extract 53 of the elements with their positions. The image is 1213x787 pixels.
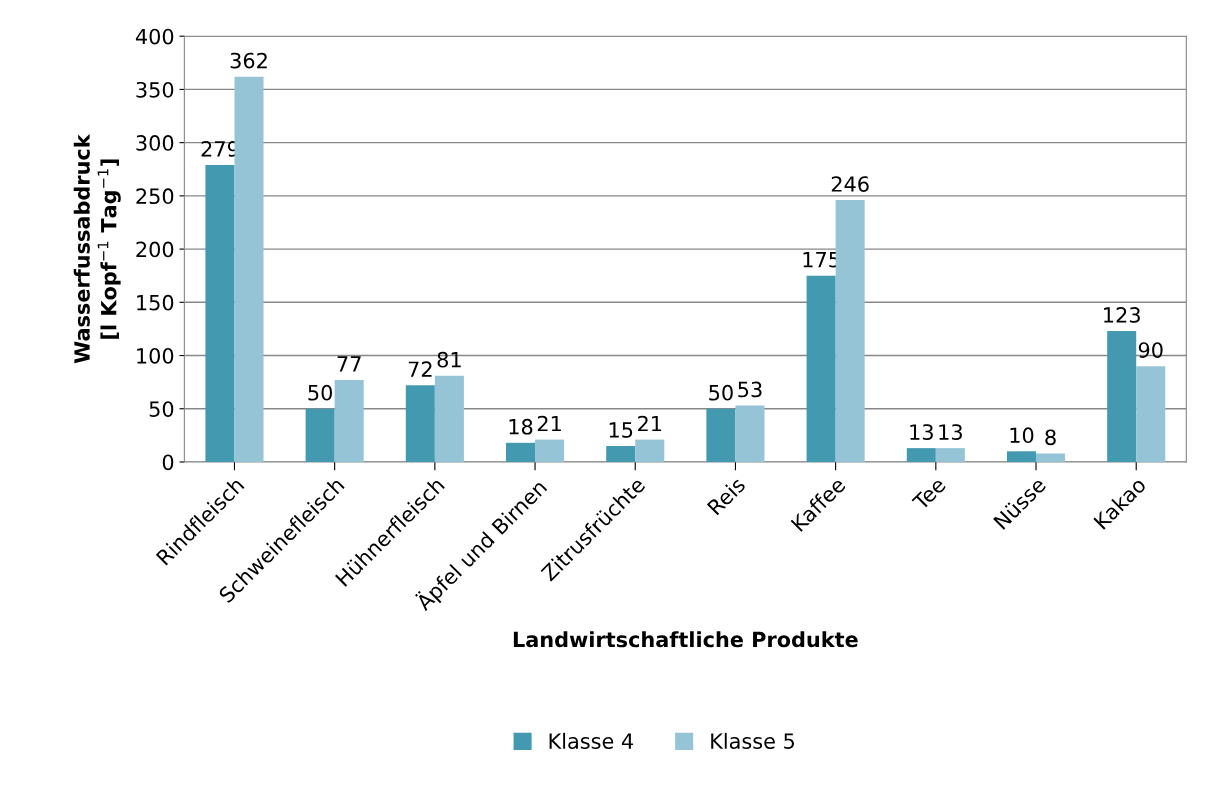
y-tick-label: 250 xyxy=(136,188,174,205)
bar xyxy=(305,408,335,462)
y-tick-label: 50 xyxy=(149,401,174,417)
x-tick-label: Reis xyxy=(706,475,747,516)
data-label: 362 xyxy=(230,52,267,69)
data-label: 13 xyxy=(939,424,962,440)
bar xyxy=(1136,366,1166,462)
data-label: 50 xyxy=(709,384,733,401)
y-tick-label: 350 xyxy=(136,81,174,98)
data-label: 123 xyxy=(1104,307,1140,323)
data-label: 77 xyxy=(337,356,361,372)
data-label: 50 xyxy=(308,384,333,401)
y-tick-label: 0 xyxy=(162,454,174,471)
bar xyxy=(935,448,965,462)
legend-label: Klasse 5 xyxy=(711,732,794,749)
data-label: 15 xyxy=(609,422,633,438)
y-tick-label: 150 xyxy=(137,294,174,311)
y-tick-label: 100 xyxy=(137,347,174,364)
bar xyxy=(906,448,936,462)
data-label: 246 xyxy=(831,176,869,192)
bar xyxy=(434,375,464,462)
x-tick-label: Tee xyxy=(911,476,947,512)
data-label: 21 xyxy=(638,415,662,432)
bar xyxy=(234,76,264,462)
y-axis-title: Wasserfussabdruck [l Kopf$^{−1}$ Tag$^{−1}$] xyxy=(73,134,121,364)
data-label: 10 xyxy=(1010,427,1034,444)
bar xyxy=(1107,331,1137,462)
x-axis-title: Landwirtschaftliche Produkte xyxy=(513,631,858,648)
bar xyxy=(1006,451,1037,462)
data-label: 21 xyxy=(537,415,561,432)
data-label: 18 xyxy=(509,418,533,435)
bar xyxy=(506,442,536,462)
bar xyxy=(334,380,364,462)
y-tick-label: 200 xyxy=(136,241,174,258)
data-label: 13 xyxy=(910,424,933,440)
bar xyxy=(835,200,865,462)
y-tick-label: 400 xyxy=(135,28,174,45)
bar xyxy=(1036,453,1066,462)
bar xyxy=(806,275,836,462)
bar xyxy=(606,446,636,462)
bar xyxy=(205,165,235,462)
data-label: 53 xyxy=(738,381,762,398)
legend-label: Klasse 4 xyxy=(549,732,634,749)
data-label: 90 xyxy=(1138,342,1163,358)
y-tick-label: 300 xyxy=(136,135,174,151)
data-label: 72 xyxy=(408,361,432,377)
bar xyxy=(535,439,565,462)
bar xyxy=(735,405,765,462)
data-label: 8 xyxy=(1045,429,1056,446)
data-label: 81 xyxy=(437,351,461,368)
bar xyxy=(635,439,665,462)
bar xyxy=(706,408,736,462)
bar xyxy=(405,385,435,462)
